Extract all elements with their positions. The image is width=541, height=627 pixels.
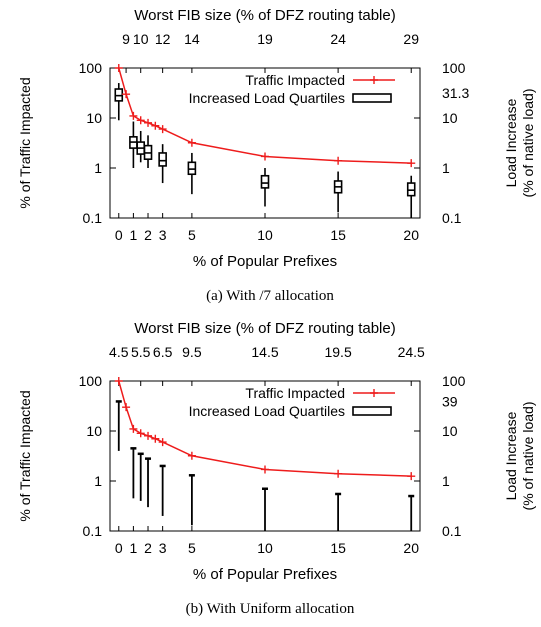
traffic-impacted-point (407, 472, 416, 481)
y-tick-label: 1 (94, 473, 102, 489)
x-tick-label: 20 (403, 227, 419, 243)
traffic-impacted-point (261, 465, 269, 474)
x-tick-label: 20 (403, 540, 419, 556)
x-tick-label: 10 (257, 227, 273, 243)
figure-caption: (a) With /7 allocation (206, 288, 334, 304)
top-tick-label: 5.5 (131, 344, 151, 360)
traffic-impacted-point (187, 451, 196, 460)
legend-swatch-quartiles (352, 406, 392, 416)
right-tick-label: 39 (442, 393, 458, 409)
right-tick-label: 1 (442, 473, 450, 489)
traffic-impacted-point (129, 111, 138, 120)
quartile-box (406, 182, 416, 197)
right-tick-label: 10 (442, 110, 458, 126)
quartile-box (187, 161, 197, 176)
traffic-impacted-point (136, 116, 145, 125)
right-axis-label-line2: (% of native load) (520, 402, 536, 511)
traffic-impacted-point (144, 431, 153, 440)
x-tick-label: 2 (144, 540, 152, 556)
x-tick-label: 10 (257, 540, 273, 556)
traffic-impacted-point (334, 156, 343, 165)
traffic-impacted-point (114, 64, 123, 72)
legend-swatch-traffic-marker (370, 389, 378, 397)
legend-swatch-quartiles (352, 93, 392, 103)
x-axis-label: % of Popular Prefixes (193, 566, 337, 583)
top-tick-label: 9.5 (182, 344, 202, 360)
quartile-box (260, 174, 270, 189)
x-tick-label: 3 (159, 540, 167, 556)
y-tick-label: 100 (79, 60, 103, 76)
traffic-impacted-point (129, 424, 138, 433)
figure-caption: (b) With Uniform allocation (186, 601, 355, 617)
top-tick-label: 10 (133, 31, 149, 47)
y-tick-label: 10 (86, 110, 102, 126)
chart-panel-b: Worst FIB size (% of DFZ routing table) 4… (17, 320, 536, 617)
right-tick-label: 100 (442, 60, 466, 76)
legend-label-traffic: Traffic Impacted (245, 72, 345, 88)
traffic-impacted-point (122, 403, 131, 412)
top-axis-title: Worst FIB size (% of DFZ routing table) (134, 7, 395, 24)
legend-label-traffic: Traffic Impacted (245, 385, 345, 401)
traffic-impacted-point (151, 121, 160, 130)
right-axis-label-line2: (% of native load) (520, 89, 536, 198)
traffic-impacted-point (158, 125, 167, 134)
top-tick-label: 19.5 (324, 344, 351, 360)
y-axis-label: % of Traffic Impacted (17, 77, 33, 208)
x-tick-label: 1 (129, 227, 137, 243)
traffic-impacted-point (334, 469, 343, 478)
x-tick-label: 15 (330, 540, 346, 556)
right-tick-label: 0.1 (442, 210, 462, 226)
x-tick-label: 2 (144, 227, 152, 243)
traffic-impacted-point (136, 429, 145, 438)
chart-panel-a: Worst FIB size (% of DFZ routing table)9… (17, 7, 536, 304)
legend-label-quartiles: Increased Load Quartiles (189, 90, 345, 106)
top-tick-label: 24 (330, 31, 346, 47)
top-tick-label: 29 (403, 31, 419, 47)
y-tick-label: 10 (86, 423, 102, 439)
top-axis-title: Worst FIB size (% of DFZ routing table) (134, 320, 395, 337)
x-tick-label: 5 (188, 227, 196, 243)
x-tick-label: 5 (188, 540, 196, 556)
right-axis-label-line1: Load Increase (503, 411, 519, 500)
x-tick-label: 0 (115, 540, 123, 556)
x-tick-label: 15 (330, 227, 346, 243)
traffic-impacted-point (187, 138, 196, 147)
top-tick-label: 19 (257, 31, 273, 47)
y-tick-label: 0.1 (83, 523, 103, 539)
right-axis-label-line1: Load Increase (503, 98, 519, 187)
right-tick-label: 10 (442, 423, 458, 439)
right-tick-label: 100 (442, 373, 466, 389)
traffic-impacted-point (158, 438, 167, 447)
traffic-impacted-point (144, 118, 153, 127)
top-tick-label: 24.5 (398, 344, 425, 360)
top-tick-label: 6.5 (153, 344, 173, 360)
traffic-impacted-point (261, 152, 269, 161)
y-axis-label: % of Traffic Impacted (17, 390, 33, 521)
x-tick-label: 3 (159, 227, 167, 243)
x-tick-label: 1 (129, 540, 137, 556)
quartile-box (158, 152, 167, 167)
top-tick-label: 9 (122, 31, 130, 47)
y-tick-label: 100 (79, 373, 103, 389)
traffic-impacted-point (114, 377, 123, 385)
right-tick-label: 31.3 (442, 85, 469, 101)
x-axis-label: % of Popular Prefixes (193, 253, 337, 270)
top-tick-label: 14 (184, 31, 200, 47)
top-tick-label: 4.5 (109, 344, 129, 360)
top-tick-label: 14.5 (251, 344, 278, 360)
right-tick-label: 0.1 (442, 523, 462, 539)
top-tick-label: 12 (155, 31, 171, 47)
legend-label-quartiles: Increased Load Quartiles (189, 403, 345, 419)
legend-swatch-traffic-marker (370, 76, 378, 84)
y-tick-label: 1 (94, 160, 102, 176)
right-tick-label: 1 (442, 160, 450, 176)
y-tick-label: 0.1 (83, 210, 103, 226)
traffic-impacted-point (151, 434, 160, 443)
traffic-impacted-point (122, 90, 131, 99)
x-tick-label: 0 (115, 227, 123, 243)
traffic-impacted-point (407, 159, 416, 168)
